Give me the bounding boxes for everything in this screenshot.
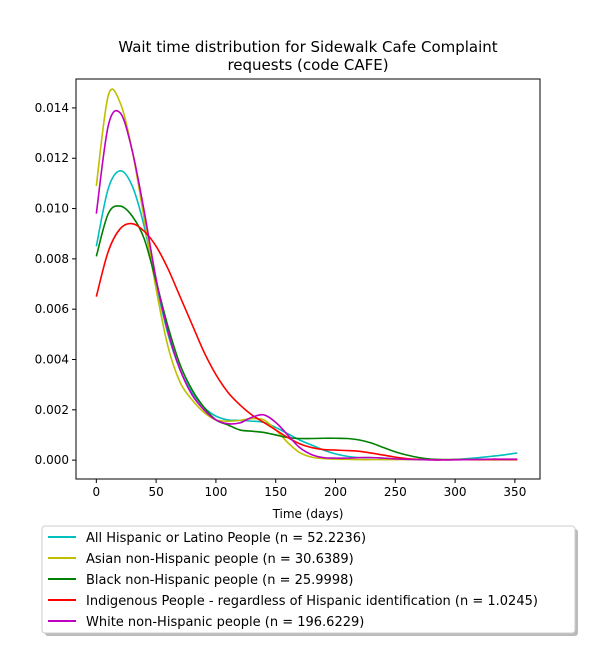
chart-title-line-2: requests (code CAFE) bbox=[227, 56, 388, 74]
x-axis: 0 50 100 150 200 250 300 350 bbox=[93, 479, 526, 499]
y-axis: 0.000 0.002 0.004 0.006 0.008 0.010 0.012 0.014 bbox=[35, 101, 76, 467]
x-tick-label: 150 bbox=[264, 485, 287, 499]
series-line-4 bbox=[95, 109, 518, 461]
series-line-2 bbox=[95, 205, 518, 461]
y-tick-label: 0.002 bbox=[35, 403, 69, 417]
y-tick-label: 0.012 bbox=[35, 151, 69, 165]
y-tick-label: 0.014 bbox=[35, 101, 69, 115]
x-tick-label: 300 bbox=[444, 485, 467, 499]
legend-label-1: Asian non-Hispanic people (n = 30.6389) bbox=[86, 552, 354, 567]
legend-label-2: Black non-Hispanic people (n = 25.9998) bbox=[86, 573, 353, 588]
x-tick-label: 50 bbox=[148, 485, 163, 499]
x-tick-label: 350 bbox=[503, 485, 526, 499]
chart-title: Wait time distribution for Sidewalk Cafe… bbox=[118, 38, 497, 74]
x-tick-label: 250 bbox=[384, 485, 407, 499]
series-line-3 bbox=[95, 222, 518, 461]
legend-label-0: All Hispanic or Latino People (n = 52.22… bbox=[86, 531, 366, 546]
legend-box bbox=[41, 525, 576, 634]
y-tick-label: 0.006 bbox=[35, 302, 69, 316]
legend-label-4: White non-Hispanic people (n = 196.6229) bbox=[86, 615, 364, 630]
legend-label-3: Indigenous People - regardless of Hispan… bbox=[86, 594, 538, 609]
series-line-1 bbox=[95, 88, 518, 461]
chart-title-line-1: Wait time distribution for Sidewalk Cafe… bbox=[118, 38, 497, 56]
y-tick-label: 0.010 bbox=[35, 202, 69, 216]
plot-frame bbox=[75, 78, 541, 480]
legend: All Hispanic or Latino People (n = 52.22… bbox=[41, 525, 578, 636]
y-tick-label: 0.004 bbox=[35, 353, 69, 367]
x-axis-label: Time (days) bbox=[272, 507, 344, 521]
y-tick-label: 0.000 bbox=[35, 453, 69, 467]
series-lines bbox=[95, 88, 518, 461]
y-tick-label: 0.008 bbox=[35, 252, 69, 266]
series-line-0 bbox=[95, 170, 518, 461]
x-tick-label: 100 bbox=[204, 485, 227, 499]
x-tick-label: 200 bbox=[324, 485, 347, 499]
x-tick-label: 0 bbox=[93, 485, 101, 499]
